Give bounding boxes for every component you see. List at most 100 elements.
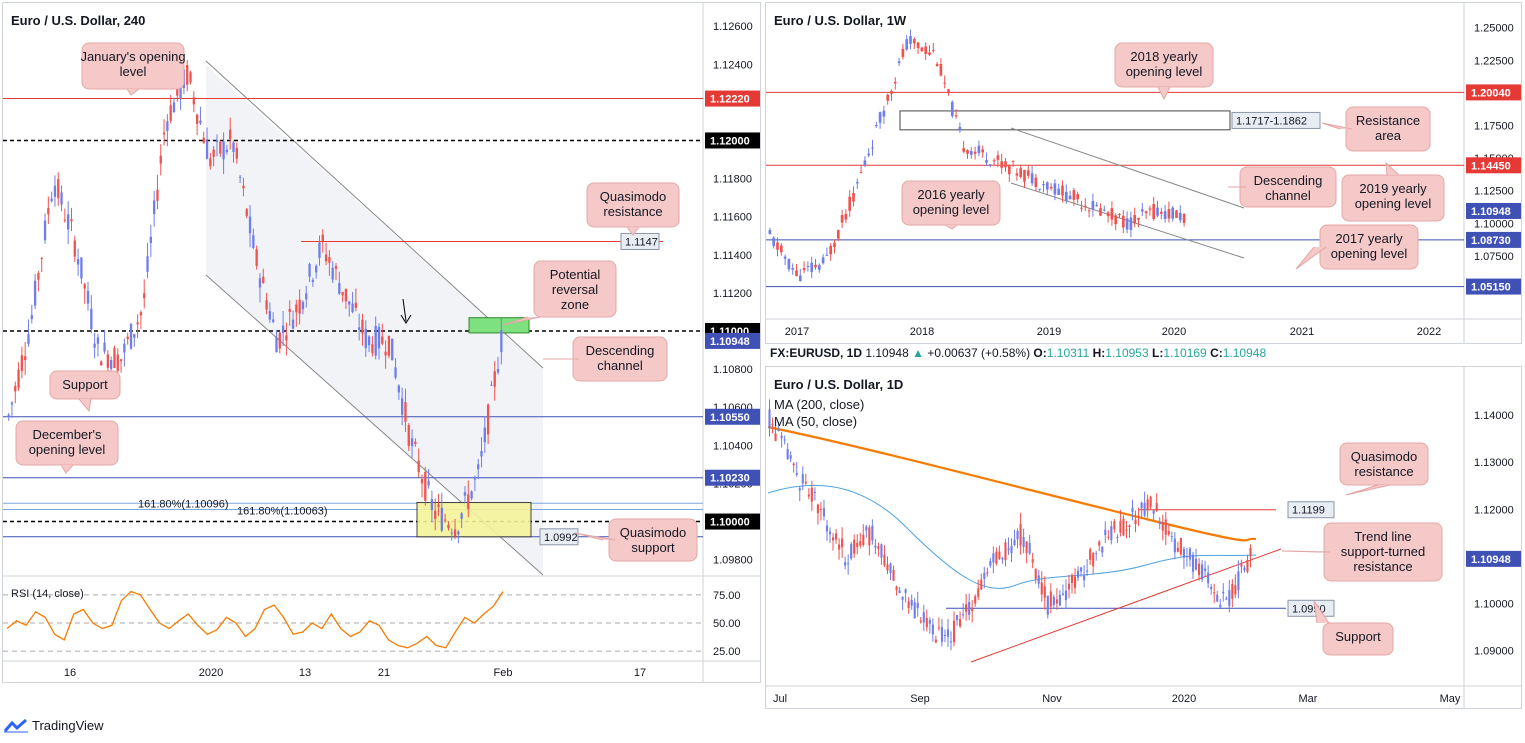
- candle-240-body: [377, 326, 381, 349]
- candle-weekly-body: [1182, 213, 1186, 223]
- candle-weekly-body: [795, 270, 798, 277]
- candle-daily-body: [1194, 558, 1198, 570]
- candle-240-body: [149, 236, 152, 244]
- callout-text: 2016 yearly: [917, 187, 985, 202]
- candle-weekly-body: [1114, 215, 1118, 225]
- candle-240-body: [27, 334, 30, 344]
- candle-weekly-body: [855, 181, 859, 184]
- candle-240-body: [308, 263, 311, 277]
- tradingview-logo[interactable]: TradingView: [4, 718, 104, 733]
- callout-box: [1322, 622, 1394, 656]
- callout-text: resistance: [1354, 464, 1413, 479]
- candle-weekly-body: [1023, 169, 1026, 182]
- chart-240-canvas[interactable]: 161.80%(1.10096) 161.80%(1.10063) 1.12600 1…: [3, 3, 761, 683]
- candle-240-body: [202, 137, 205, 144]
- candle-240-body: [189, 72, 192, 83]
- candle-weekly-body: [992, 160, 996, 162]
- candle-daily-body: [965, 604, 968, 613]
- candle-240-body: [255, 249, 258, 266]
- candle-weekly-body: [969, 151, 973, 155]
- chart-panel-240[interactable]: 161.80%(1.10096) 161.80%(1.10063) 1.12600 1…: [2, 2, 761, 683]
- open-label: O:: [1033, 346, 1047, 360]
- price-label-bg: [705, 408, 760, 425]
- candle-240-body: [463, 492, 467, 496]
- open-value: 1.10311: [1046, 346, 1090, 360]
- candle-weekly-body: [897, 61, 901, 64]
- candle-weekly-body: [833, 242, 836, 248]
- candle-daily-body: [798, 488, 801, 491]
- candle-240-body: [407, 425, 410, 447]
- candle-daily-body: [1137, 516, 1140, 518]
- chart-weekly-canvas[interactable]: 1.250001.225001.200001.175001.150001.125…: [766, 3, 1522, 344]
- price-label: 1.10230: [710, 473, 750, 485]
- candle-daily-body: [892, 569, 895, 581]
- candle-240-body: [394, 367, 397, 378]
- candle-daily-body: [1110, 526, 1113, 541]
- y-tick-label: 1.10800: [713, 364, 753, 376]
- candle-weekly-body: [829, 245, 833, 255]
- candle-240-body: [123, 343, 126, 353]
- candle-daily-body: [1019, 524, 1022, 546]
- callout-text: Support: [62, 377, 108, 392]
- candle-240-body: [53, 185, 57, 197]
- price-label-bg: [1466, 84, 1521, 101]
- callout-text: support-turned: [1341, 544, 1426, 559]
- candle-weekly-body: [981, 149, 985, 153]
- candle-daily-body: [1092, 553, 1095, 567]
- candle-240-body: [116, 354, 119, 371]
- candle-daily-body: [874, 545, 877, 548]
- callout-text: December's: [33, 427, 102, 442]
- chart-panel-daily[interactable]: 1.140001.130001.120001.110001.100001.090…: [765, 366, 1522, 709]
- candle-weekly-body: [810, 262, 814, 272]
- price-label-bg: [705, 132, 760, 149]
- y-tick-label: 1.25000: [1474, 23, 1514, 35]
- candle-weekly-body: [1064, 191, 1068, 201]
- callout-pointer: [502, 316, 541, 326]
- callout-text: Trend line: [1354, 529, 1411, 544]
- callout-text: opening level: [1355, 196, 1432, 211]
- candle-daily-body: [1216, 594, 1219, 602]
- candle-daily-body: [819, 509, 822, 511]
- callout-pointer: [1295, 246, 1327, 270]
- candle-240-body: [100, 361, 103, 366]
- arrow-marker-icon: [400, 298, 412, 324]
- chart-panel-weekly[interactable]: 1.250001.225001.200001.175001.150001.125…: [765, 2, 1522, 344]
- candle-daily-body: [1210, 586, 1213, 589]
- chart-daily-canvas[interactable]: 1.140001.130001.120001.110001.100001.090…: [766, 367, 1522, 709]
- candle-daily-body: [1095, 553, 1098, 555]
- candle-240-body: [33, 280, 37, 306]
- candle-240-body: [162, 132, 166, 135]
- rsi-line: [6, 590, 504, 649]
- candle-daily-body: [931, 624, 934, 635]
- candle-weekly-body: [1152, 204, 1156, 220]
- x-tick-label: 2019: [1037, 326, 1061, 338]
- candle-240-body: [344, 288, 348, 302]
- candle-weekly-body: [1045, 182, 1049, 190]
- candle-weekly-body: [954, 115, 958, 117]
- candle-240-body: [443, 519, 447, 521]
- candle-daily-body: [1204, 568, 1207, 571]
- candle-240-body: [156, 189, 159, 201]
- candle-240-body: [136, 322, 139, 325]
- candle-weekly-body: [996, 155, 1000, 160]
- candle-240-body: [351, 303, 354, 313]
- candle-240-body: [43, 220, 47, 241]
- candle-240-body: [10, 402, 14, 405]
- candle-240-body: [232, 142, 235, 152]
- candle-240-body: [37, 273, 40, 280]
- candle-daily-body: [1179, 537, 1182, 555]
- candle-weekly-body: [939, 64, 943, 76]
- candle-daily-body: [1122, 518, 1125, 536]
- candle-daily-body: [1125, 529, 1128, 531]
- candle-daily-body: [859, 541, 862, 546]
- candle-240-body: [437, 504, 440, 508]
- callout-text: 2018 yearly: [1130, 49, 1198, 64]
- candle-daily-body: [1170, 536, 1173, 538]
- candle-daily-body: [1080, 567, 1083, 572]
- candle-weekly-body: [791, 268, 795, 270]
- candle-240-body: [235, 147, 238, 159]
- candle-240-body: [275, 337, 278, 353]
- candle-240-body: [103, 342, 106, 352]
- candle-daily-body: [1231, 583, 1234, 599]
- candle-daily-body: [910, 599, 913, 606]
